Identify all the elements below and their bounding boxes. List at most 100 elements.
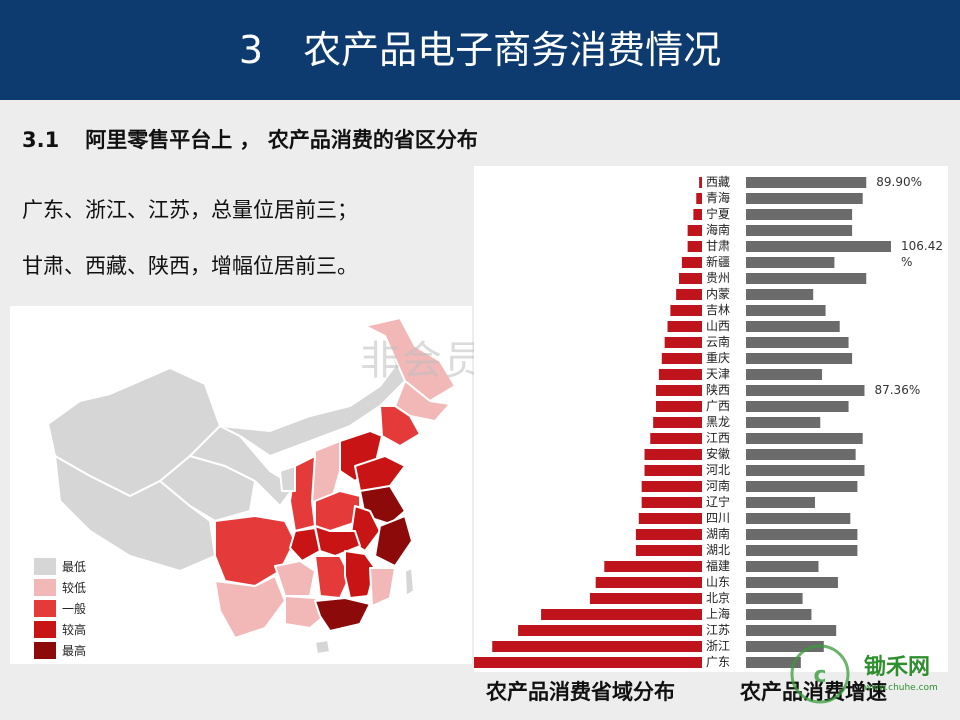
bar-right-8 [746,305,826,316]
category-label-22: 湖南 [706,526,730,541]
bar-left-14 [656,401,702,412]
legend-label: 较低 [62,581,87,595]
bar-left-26 [589,593,702,604]
province-ningxia [279,465,296,492]
page-title: 3 农产品电子商务消费情况 [0,0,960,100]
category-label-27: 上海 [706,606,730,621]
category-label-12: 天津 [706,367,730,381]
province-chongqing [289,527,321,562]
province-yunnan [214,575,286,639]
legend-swatch [34,558,56,575]
bar-left-22 [635,529,702,540]
category-label-24: 福建 [706,558,730,573]
bar-left-19 [641,481,702,492]
logo-text: 锄禾网 [864,654,930,680]
svg-text:c: c [813,663,826,688]
bar-right-18 [746,465,865,476]
category-label-16: 江西 [706,431,730,445]
bar-right-30 [746,657,801,668]
bar-right-20 [746,497,815,508]
legend-item-lowest: 最低 [34,556,86,577]
category-label-5: 新疆 [706,254,730,269]
site-logo: c 锄禾网 www.chuhe.com [784,638,954,708]
category-label-2: 宁夏 [706,206,730,221]
bar-right-14 [746,401,849,412]
legend-item-low: 较低 [34,577,86,598]
bar-right-10 [746,337,849,348]
province-hunan [314,555,351,599]
bar-right-1 [746,193,863,204]
bar-right-27 [746,609,812,620]
bar-left-3 [687,225,702,236]
category-label-17: 安徽 [706,446,730,461]
summary-line-2: 甘肃、西藏、陕西，增幅位居前三。 [22,254,358,278]
province-tibet [54,455,216,572]
category-label-28: 江苏 [706,623,730,637]
bar-chart-panel: 西藏 89.90% 青海 宁夏 海南 甘肃 106.42% 新疆 贵州 内蒙 吉林 山西 云南 重庆 天津陕… [452,166,948,672]
bar-left-28 [518,625,702,636]
legend-swatch [34,642,56,659]
bar-left-23 [635,545,702,556]
category-label-9: 山西 [706,319,730,333]
legend-swatch [34,621,56,638]
category-label-18: 河北 [706,463,730,477]
bar-right-13 [746,385,865,396]
bar-right-7 [746,289,814,300]
bar-left-12 [658,369,702,380]
bar-right-19 [746,481,858,492]
bar-right-28 [746,625,837,636]
province-zhejiang [374,515,413,567]
bar-left-15 [653,417,702,428]
china-map [47,317,456,655]
annotation-4-1: % [901,255,912,269]
bar-right-5 [746,257,835,268]
map-legend: 最低 较低 一般 较高 最高 [34,556,86,661]
province-fujian [369,567,396,607]
category-label-11: 重庆 [706,351,730,365]
legend-label: 最低 [62,560,87,574]
category-label-14: 广西 [706,399,730,413]
bar-right-11 [746,353,853,364]
category-label-8: 吉林 [706,303,730,317]
province-jiangxi [344,550,376,599]
bar-left-20 [641,497,702,508]
category-label-15: 黑龙 [706,415,730,429]
bar-left-30 [452,657,702,668]
bar-right-3 [746,225,853,236]
category-label-13: 陕西 [706,382,730,397]
province-guangdong [314,597,371,632]
bar-left-6 [679,273,702,284]
bar-left-29 [492,641,702,652]
bar-left-5 [681,257,702,268]
legend-item-medium: 一般 [34,598,86,619]
bar-left-7 [676,289,702,300]
bar-left-16 [650,433,702,444]
category-label-29: 浙江 [706,639,730,653]
category-label-19: 河南 [706,478,730,493]
bar-right-9 [746,321,840,332]
category-label-20: 辽宁 [706,494,730,509]
bar-left-11 [661,353,702,364]
bar-right-15 [746,417,821,428]
province-guizhou [274,560,316,597]
bar-right-29 [746,641,824,652]
bar-left-21 [638,513,702,524]
bar-right-24 [746,561,819,572]
category-label-25: 山东 [706,575,730,589]
province-taiwan [404,567,415,597]
bar-left-25 [595,577,702,588]
legend-swatch [34,600,56,617]
category-label-23: 湖北 [706,542,730,557]
legend-item-high: 较高 [34,619,86,640]
category-label-10: 云南 [706,334,730,349]
bar-left-27 [541,609,702,620]
bar-left-1 [696,193,702,204]
legend-item-highest: 最高 [34,640,86,661]
bar-right-17 [746,449,856,460]
bar-left-0 [699,177,702,188]
bar-right-25 [746,577,838,588]
annotation-13-0: 87.36% [874,383,920,397]
bar-left-9 [667,321,702,332]
bar-right-6 [746,273,867,284]
